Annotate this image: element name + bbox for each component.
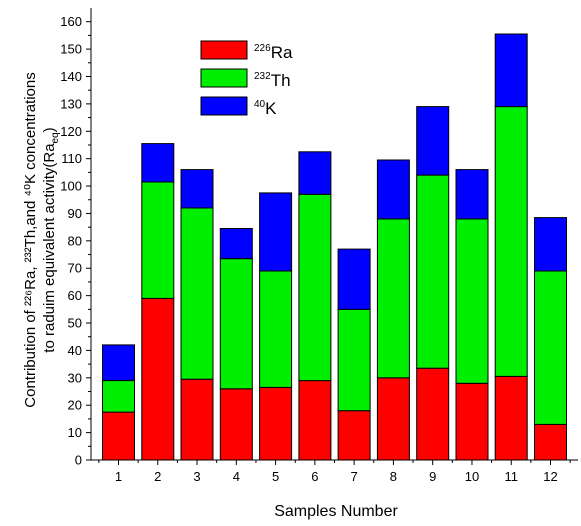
bar-th-sample-10 — [455, 218, 489, 384]
axes-group: 0102030405060708090100110120130140150160… — [60, 8, 578, 484]
y-tick-label-160: 160 — [60, 14, 82, 29]
legend-label-base: K — [265, 99, 277, 118]
bar-ra-sample-1 — [102, 411, 135, 461]
bar-ra-sample-10 — [455, 382, 489, 461]
y-tick-label-50: 50 — [68, 316, 82, 331]
x-tick-label-7: 7 — [351, 469, 358, 484]
bar-ra-sample-6 — [298, 380, 332, 461]
y-tick-label-150: 150 — [60, 42, 82, 57]
bar-th-sample-7 — [337, 308, 371, 412]
legend-swatch-ra — [200, 40, 248, 60]
bar-k-sample-12 — [534, 217, 567, 272]
bar-k-sample-5 — [259, 192, 293, 272]
legend-label-th: 232Th — [254, 71, 291, 90]
bar-th-sample-12 — [534, 270, 567, 425]
bar-k-sample-3 — [180, 169, 214, 209]
bar-th-sample-2 — [141, 181, 175, 299]
bar-k-sample-1 — [102, 344, 135, 381]
x-tick-label-6: 6 — [311, 469, 318, 484]
bar-th-sample-1 — [102, 380, 135, 413]
y-axis-label: Contribution of ²²⁶Ra, ²³²Th,and ⁴⁰K con… — [22, 72, 61, 407]
legend-swatch-k — [200, 96, 248, 116]
x-tick-label-9: 9 — [429, 469, 436, 484]
bar-k-sample-2 — [141, 143, 175, 183]
legend-label-k: 40K — [254, 99, 277, 118]
x-tick-label-4: 4 — [233, 469, 240, 484]
y-tick-label-10: 10 — [68, 425, 82, 440]
bar-th-sample-4 — [219, 258, 253, 390]
bar-ra-sample-11 — [494, 375, 528, 461]
y-axis-label-line2: to raduim equivalent activity(Raeq) — [41, 127, 61, 352]
y-tick-label-110: 110 — [61, 151, 82, 166]
y-tick-label-20: 20 — [68, 398, 82, 413]
bar-ra-sample-9 — [416, 367, 450, 461]
x-tick-label-8: 8 — [390, 469, 397, 484]
bar-k-sample-11 — [494, 33, 528, 108]
y-tick-label-120: 120 — [60, 124, 82, 139]
legend-label-sup: 226 — [254, 43, 271, 54]
legend-label-ra: 226Ra — [254, 43, 293, 62]
bar-th-sample-6 — [298, 193, 332, 382]
bar-ra-sample-8 — [376, 377, 410, 461]
y-tick-label-60: 60 — [68, 288, 82, 303]
legend-label-base: Th — [271, 71, 291, 90]
x-tick-label-2: 2 — [154, 469, 161, 484]
y-tick-label-40: 40 — [68, 343, 82, 358]
x-tick-label-5: 5 — [272, 469, 279, 484]
bars-group — [102, 33, 567, 461]
x-tick-label-10: 10 — [465, 469, 479, 484]
bar-ra-sample-3 — [180, 378, 214, 461]
bar-th-sample-5 — [259, 270, 293, 388]
x-tick-label-12: 12 — [543, 469, 557, 484]
y-axis-label-line2-sub: eq — [50, 132, 61, 143]
legend-label-base: Ra — [271, 43, 293, 62]
y-axis-label-line1: Contribution of ²²⁶Ra, ²³²Th,and ⁴⁰K con… — [22, 72, 39, 407]
x-tick-label-3: 3 — [193, 469, 200, 484]
bar-th-sample-9 — [416, 174, 450, 369]
legend-label-sup: 40 — [254, 99, 266, 110]
x-axis-label: Samples Number — [274, 503, 398, 520]
bar-th-sample-11 — [494, 106, 528, 377]
bar-ra-sample-7 — [337, 410, 371, 461]
bar-ra-sample-12 — [534, 423, 567, 461]
bar-th-sample-8 — [376, 218, 410, 379]
y-tick-label-0: 0 — [75, 453, 82, 468]
y-tick-label-80: 80 — [68, 233, 82, 248]
legend-label-sup: 232 — [254, 71, 271, 82]
x-tick-label-11: 11 — [504, 469, 518, 484]
y-tick-label-70: 70 — [68, 261, 82, 276]
y-tick-label-140: 140 — [60, 69, 82, 84]
y-tick-label-100: 100 — [60, 179, 82, 194]
bar-ra-sample-2 — [141, 297, 175, 461]
y-axis-label-line2-main: to raduim equivalent activity(Ra — [41, 143, 58, 353]
y-axis-label-line2-end: ) — [41, 127, 58, 132]
bar-ra-sample-4 — [219, 388, 253, 461]
y-tick-label-90: 90 — [68, 206, 82, 221]
bar-ra-sample-5 — [259, 386, 293, 461]
bar-k-sample-7 — [337, 248, 371, 310]
bar-k-sample-9 — [416, 106, 450, 176]
y-tick-label-130: 130 — [60, 96, 82, 111]
legend-swatch-th — [200, 68, 248, 88]
bar-k-sample-8 — [376, 159, 410, 220]
bar-k-sample-4 — [219, 228, 253, 260]
y-tick-label-30: 30 — [68, 370, 82, 385]
x-tick-label-1: 1 — [115, 469, 122, 484]
bar-th-sample-3 — [180, 207, 214, 380]
bar-k-sample-6 — [298, 151, 332, 195]
bar-k-sample-10 — [455, 169, 489, 220]
